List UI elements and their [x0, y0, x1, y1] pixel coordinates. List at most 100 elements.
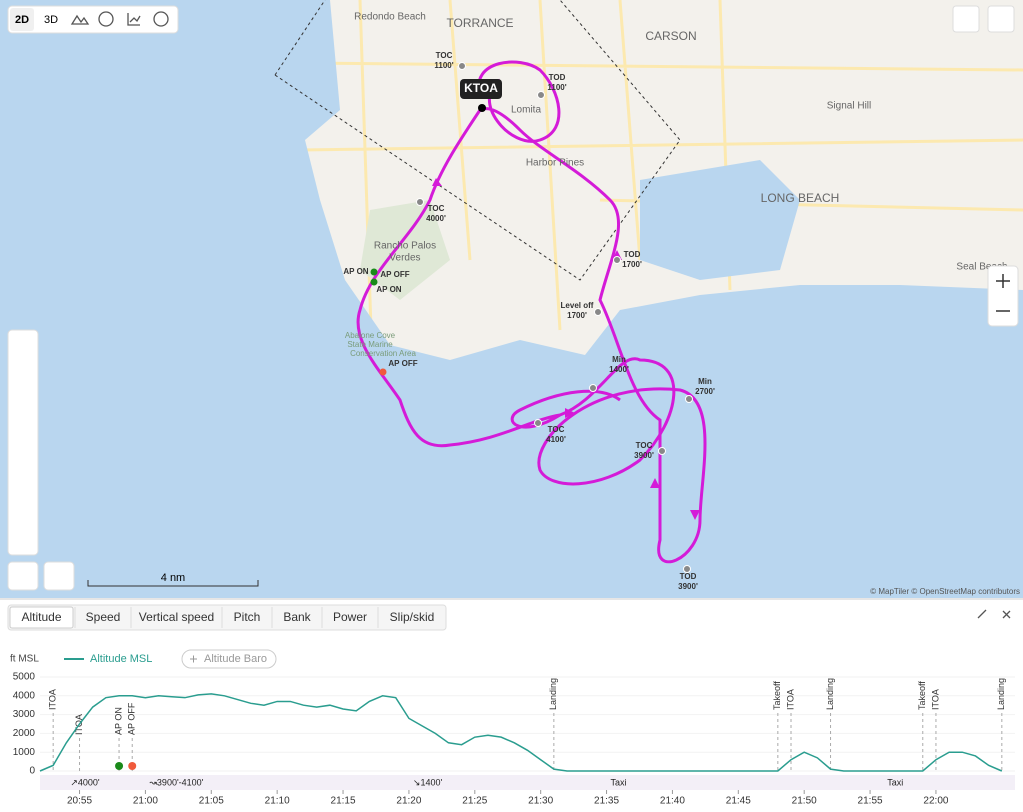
x-tick-label: 22:00	[923, 796, 948, 807]
y-tick-label: 1000	[13, 747, 36, 758]
waypoint-alt: 4000'	[426, 214, 446, 223]
phase-label: ↗4000'	[70, 777, 100, 787]
y-tick-label: 4000	[13, 690, 36, 701]
place-label: Lomita	[511, 105, 541, 116]
airport-label: KTOA	[464, 81, 498, 95]
waypoint	[683, 565, 691, 573]
view-button[interactable]: 3D	[44, 14, 58, 26]
place-label: Rancho Palos	[374, 241, 436, 252]
waypoint	[613, 256, 621, 264]
waypoint-name: TOC	[636, 441, 653, 450]
x-tick-label: 20:55	[67, 796, 92, 807]
event-dot	[128, 762, 137, 770]
event-label: Takeoff	[772, 681, 782, 710]
x-tick-label: 21:55	[858, 796, 883, 807]
x-tick-label: 21:50	[792, 796, 817, 807]
ap-label: AP ON	[376, 285, 401, 294]
phase-label: ↝3900'-4100'	[149, 777, 203, 787]
waypoint-name: Level off	[561, 301, 594, 310]
place-label: Redondo Beach	[354, 12, 426, 23]
x-tick-label: 21:20	[396, 796, 421, 807]
waypoint-alt: 1100'	[434, 61, 453, 70]
event-label: Landing	[825, 678, 835, 710]
legend-entry[interactable]: Altitude MSL	[90, 653, 152, 665]
tab[interactable]: Bank	[283, 610, 311, 624]
x-tick-label: 21:40	[660, 796, 685, 807]
waypoint-name: TOC	[436, 51, 453, 60]
y-tick-label: 2000	[13, 728, 36, 739]
event-label: AP ON	[113, 707, 123, 735]
tab[interactable]: Slip/skid	[390, 610, 435, 624]
event-label: Landing	[548, 678, 558, 710]
attribution: © MapTiler © OpenStreetMap contributors	[870, 587, 1020, 596]
event-label: Takeoff	[917, 681, 927, 710]
waypoint-name: Min	[612, 355, 626, 364]
waypoint	[537, 91, 545, 99]
place-label: Verdes	[389, 253, 420, 264]
place-label: TORRANCE	[446, 16, 513, 30]
waypoint-name: TOD	[624, 250, 641, 259]
y-tick-label: 5000	[13, 672, 36, 683]
event-label: Landing	[996, 678, 1006, 710]
tab[interactable]: Pitch	[234, 610, 261, 624]
waypoint-alt: 1700'	[567, 311, 587, 320]
x-tick-label: 21:00	[133, 796, 158, 807]
event-label: ITOA	[785, 689, 795, 710]
x-tick-label: 21:35	[594, 796, 619, 807]
y-axis-label: ft MSL	[10, 654, 39, 665]
waypoint-alt: 2700'	[695, 387, 715, 396]
waypoint-name: Min	[698, 377, 712, 386]
waypoint-alt: 3900'	[634, 451, 654, 460]
phase-label: ↘1400'	[413, 777, 443, 787]
altitude-line	[39, 693, 1003, 772]
event-dot	[115, 762, 124, 770]
place-label: CARSON	[645, 29, 696, 43]
ap-label: AP OFF	[388, 359, 417, 368]
event-label: AP OFF	[127, 702, 137, 735]
y-tick-label: 0	[29, 766, 35, 777]
x-tick-label: 21:05	[199, 796, 224, 807]
chart-panel: Altitude Speed Vertical speed Pitch Bank Powe…	[0, 598, 1023, 812]
x-tick-label: 21:15	[331, 796, 356, 807]
waypoint	[534, 419, 542, 427]
waypoint-name: TOC	[428, 204, 445, 213]
y-tick-label: 3000	[13, 709, 36, 720]
waypoint-name: TOD	[680, 572, 697, 581]
waypoint	[416, 198, 424, 206]
waypoint-alt: 1100'	[547, 83, 566, 92]
place-label: Abalone Cove	[345, 331, 396, 340]
map-toolbar: 2D 3D	[7, 5, 1019, 591]
event-label: ITOA	[930, 689, 940, 710]
place-label: State Marine	[347, 340, 393, 349]
x-tick-label: 21:45	[726, 796, 751, 807]
tab[interactable]: Speed	[86, 610, 121, 624]
place-label: LONG BEACH	[761, 191, 840, 205]
phase-label: Taxi	[887, 777, 903, 787]
x-tick-label: 21:30	[528, 796, 553, 807]
waypoint-name: TOC	[548, 425, 565, 434]
tab[interactable]: Power	[333, 610, 367, 624]
place-label: Seal Beach	[956, 262, 1007, 273]
place-label: Signal Hill	[827, 101, 871, 112]
waypoint-alt: 1400'	[609, 365, 629, 374]
waypoint	[589, 384, 597, 392]
event-label: ITOA	[48, 689, 58, 710]
phase-label: Taxi	[611, 777, 627, 787]
place-label: Harbor Pines	[526, 158, 584, 169]
tab[interactable]: Vertical speed	[139, 610, 214, 624]
place-label: Conservation Area	[350, 349, 416, 358]
x-tick-label: 21:25	[462, 796, 487, 807]
ap-label: AP OFF	[380, 270, 409, 279]
view-button[interactable]: 2D	[15, 14, 29, 26]
legend-entry[interactable]: Altitude Baro	[204, 653, 267, 665]
waypoint	[594, 308, 602, 316]
waypoint-alt: 1700'	[622, 260, 642, 269]
waypoint-name: TOD	[549, 73, 566, 82]
tab[interactable]: Altitude	[21, 610, 61, 624]
tab-active	[9, 606, 74, 629]
ap-label: AP ON	[343, 267, 368, 276]
x-tick-label: 21:10	[265, 796, 290, 807]
waypoint-alt: 4100'	[546, 435, 566, 444]
